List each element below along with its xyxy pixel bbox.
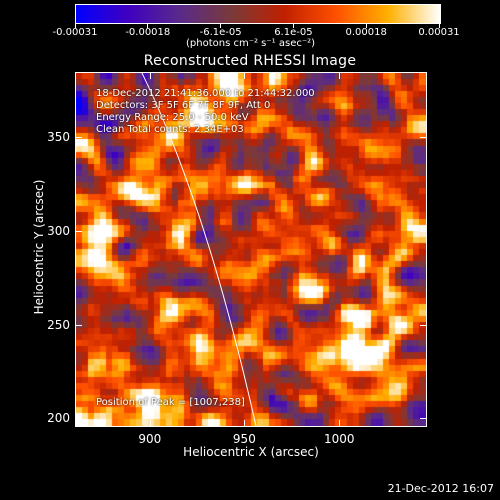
y-tick [76, 324, 82, 326]
colorbar-tick-label: 0.00018 [345, 27, 387, 38]
y-tick-label: 350 [47, 129, 70, 144]
info-time-range: 18-Dec-2012 21:41:36.000 to 21:44:32.000 [96, 88, 315, 99]
x-tick-label: 900 [138, 432, 162, 446]
info-clean-counts: Clean Total counts: 2.34E+03 [96, 124, 244, 135]
limb-overlay [141, 73, 257, 426]
colorbar-tick [292, 24, 294, 28]
colorbar [75, 4, 441, 24]
y-tick-label: 300 [47, 223, 70, 238]
colorbar-tick-label: 6.1e-05 [274, 27, 313, 38]
solar-limb-curve [141, 73, 257, 426]
colorbar-tick [438, 24, 440, 28]
y-tick-label: 200 [47, 411, 70, 426]
x-tick-label: 950 [232, 432, 256, 446]
x-axis-label: Heliocentric X (arcsec) [183, 445, 319, 459]
y-tick-label: 250 [47, 317, 70, 332]
rhessi-heatmap [76, 73, 426, 426]
colorbar-tick-label: -0.00018 [125, 27, 171, 38]
colorbar-tick [74, 24, 76, 28]
x-tick [149, 420, 151, 426]
y-tick [76, 136, 82, 138]
colorbar-tick-label: -0.00031 [52, 27, 98, 38]
y-tick [76, 418, 82, 420]
colorbar-tick-label: 0.00031 [418, 27, 460, 38]
y-axis-label: Heliocentric Y (arcsec) [32, 179, 46, 315]
y-tick [420, 136, 426, 138]
x-tick-label: 1000 [323, 432, 355, 446]
colorbar-tick [365, 24, 367, 28]
x-tick [149, 73, 151, 79]
colorbar-tick [147, 24, 149, 28]
x-tick [244, 73, 246, 79]
y-tick [420, 418, 426, 420]
colorbar-units-label: (photons cm⁻² s⁻¹ asec⁻²) [186, 38, 316, 49]
colorbar-tick-label: -6.1e-05 [199, 27, 242, 38]
x-tick [244, 420, 246, 426]
info-detectors: Detectors: 3F 5F 6F 7F 8F 9F, Att 0 [96, 100, 271, 111]
image-title: Reconstructed RHESSI Image [143, 53, 357, 69]
info-energy-range: Energy Range: 25.0 - 50.0 keV [96, 112, 249, 123]
y-tick [420, 230, 426, 232]
image-plot-area: 18-Dec-2012 21:41:36.000 to 21:44:32.000… [75, 72, 427, 427]
x-tick [338, 420, 340, 426]
colorbar-tick [220, 24, 222, 28]
x-tick [338, 73, 340, 79]
peak-position-label: Position of Peak = [1007,238] [96, 397, 245, 408]
y-tick [76, 230, 82, 232]
timestamp: 21-Dec-2012 16:07 [387, 482, 494, 495]
y-tick [420, 324, 426, 326]
